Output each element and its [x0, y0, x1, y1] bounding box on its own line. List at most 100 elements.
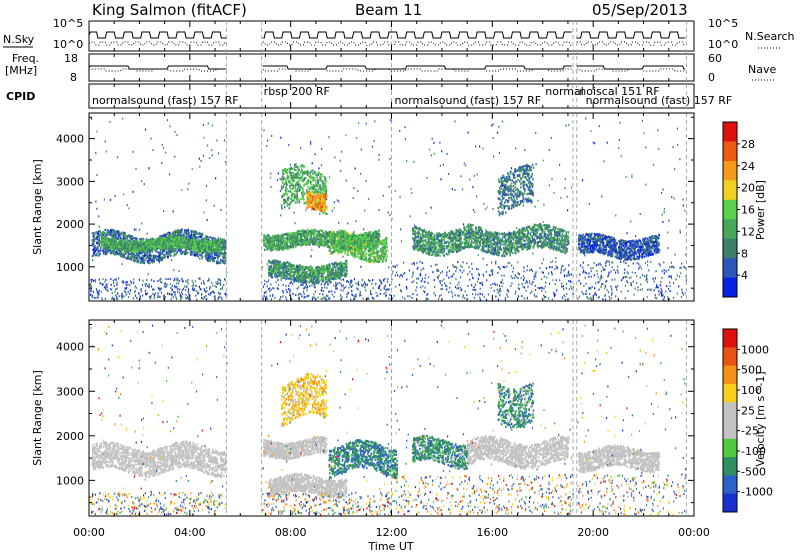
range-cell: [96, 252, 98, 255]
range-cell: [164, 246, 166, 249]
range-cell: [133, 252, 136, 255]
range-cell: [280, 205, 283, 208]
range-cell: [282, 169, 285, 172]
range-cell: [317, 232, 319, 235]
range-cell: [156, 247, 158, 250]
range-cell: [312, 202, 314, 205]
range-cell: [118, 232, 121, 235]
range-cell: [125, 257, 128, 260]
range-cell: [286, 175, 289, 178]
range-cell: [92, 243, 95, 246]
range-cell: [310, 176, 312, 179]
range-cell: [294, 201, 297, 204]
range-cell: [177, 233, 179, 236]
range-cell: [181, 252, 184, 255]
cpid-segment-label: normalsound (fast) 157 RF: [395, 94, 542, 107]
range-cell: [196, 232, 199, 235]
range-cell: [323, 244, 326, 248]
range-cell: [165, 236, 167, 239]
nave-label: Nave: [748, 63, 776, 76]
range-cell: [102, 230, 104, 233]
range-cell: [122, 234, 125, 238]
range-cell: [297, 171, 299, 175]
range-cell: [302, 191, 304, 194]
range-cell: [187, 233, 190, 236]
range-cell: [305, 233, 308, 236]
range-cell: [194, 232, 197, 235]
range-cell: [213, 260, 215, 263]
range-cell: [195, 245, 197, 248]
range-cell: [273, 240, 276, 243]
range-cell: [280, 185, 283, 188]
range-cell: [174, 231, 177, 234]
range-cell: [292, 187, 294, 190]
range-cell: [197, 242, 199, 245]
range-cell: [294, 187, 297, 190]
range-cell: [140, 262, 142, 265]
range-cell: [184, 229, 186, 232]
range-cell: [200, 232, 202, 236]
range-cell: [117, 245, 120, 248]
range-cell: [150, 255, 153, 258]
range-cell: [278, 247, 281, 250]
range-cell: [147, 240, 149, 243]
range-cell: [211, 255, 213, 258]
range-cell: [99, 252, 101, 255]
range-cell: [165, 242, 167, 246]
range-cell: [130, 237, 133, 240]
freq-unit-label: [MHz]: [5, 64, 37, 77]
range-cell: [175, 242, 177, 245]
range-cell: [176, 246, 179, 249]
range-cell: [129, 241, 131, 244]
power-data: [89, 117, 687, 301]
range-cell: [211, 253, 213, 256]
range-cell: [101, 242, 104, 245]
cpid-segment-label: noiscal 151 RF: [579, 85, 659, 98]
range-cell: [303, 177, 306, 180]
range-cell: [291, 176, 294, 179]
range-cell: [149, 250, 151, 253]
range-cell: [205, 235, 207, 238]
range-cell: [126, 250, 128, 253]
range-cell: [175, 248, 177, 251]
range-cell: [182, 237, 184, 240]
range-cell: [172, 248, 174, 251]
range-cell: [92, 235, 95, 238]
range-cell: [215, 241, 217, 244]
range-cell: [222, 255, 224, 258]
range-cell: [224, 243, 226, 246]
range-cell: [116, 232, 119, 235]
range-cell: [318, 186, 321, 189]
range-cell: [315, 207, 318, 210]
range-cell: [117, 253, 120, 256]
range-cell: [312, 243, 315, 246]
range-cell: [110, 245, 112, 248]
range-cell: [291, 235, 293, 238]
range-cell: [316, 198, 319, 201]
range-cell: [154, 257, 157, 260]
range-cell: [117, 230, 119, 234]
range-cell: [160, 235, 163, 238]
range-cell: [139, 247, 142, 250]
range-cell: [218, 254, 221, 257]
range-cell: [103, 250, 106, 253]
range-cell: [121, 233, 123, 236]
range-cell: [170, 242, 173, 245]
range-cell: [150, 248, 152, 252]
range-cell: [206, 247, 208, 250]
range-cell: [208, 255, 211, 258]
range-cell: [158, 242, 161, 246]
range-cell: [99, 233, 102, 236]
range-cell: [148, 262, 151, 265]
range-cell: [323, 182, 325, 185]
range-cell: [129, 235, 131, 239]
range-cell: [263, 248, 266, 251]
range-cell: [193, 238, 196, 241]
range-cell: [127, 254, 129, 257]
range-cell: [304, 170, 307, 173]
range-cell: [159, 252, 161, 255]
range-cell: [312, 172, 314, 175]
range-cell: [290, 171, 293, 175]
left-scale-top: 10^5: [53, 17, 83, 30]
range-cell: [219, 240, 221, 243]
